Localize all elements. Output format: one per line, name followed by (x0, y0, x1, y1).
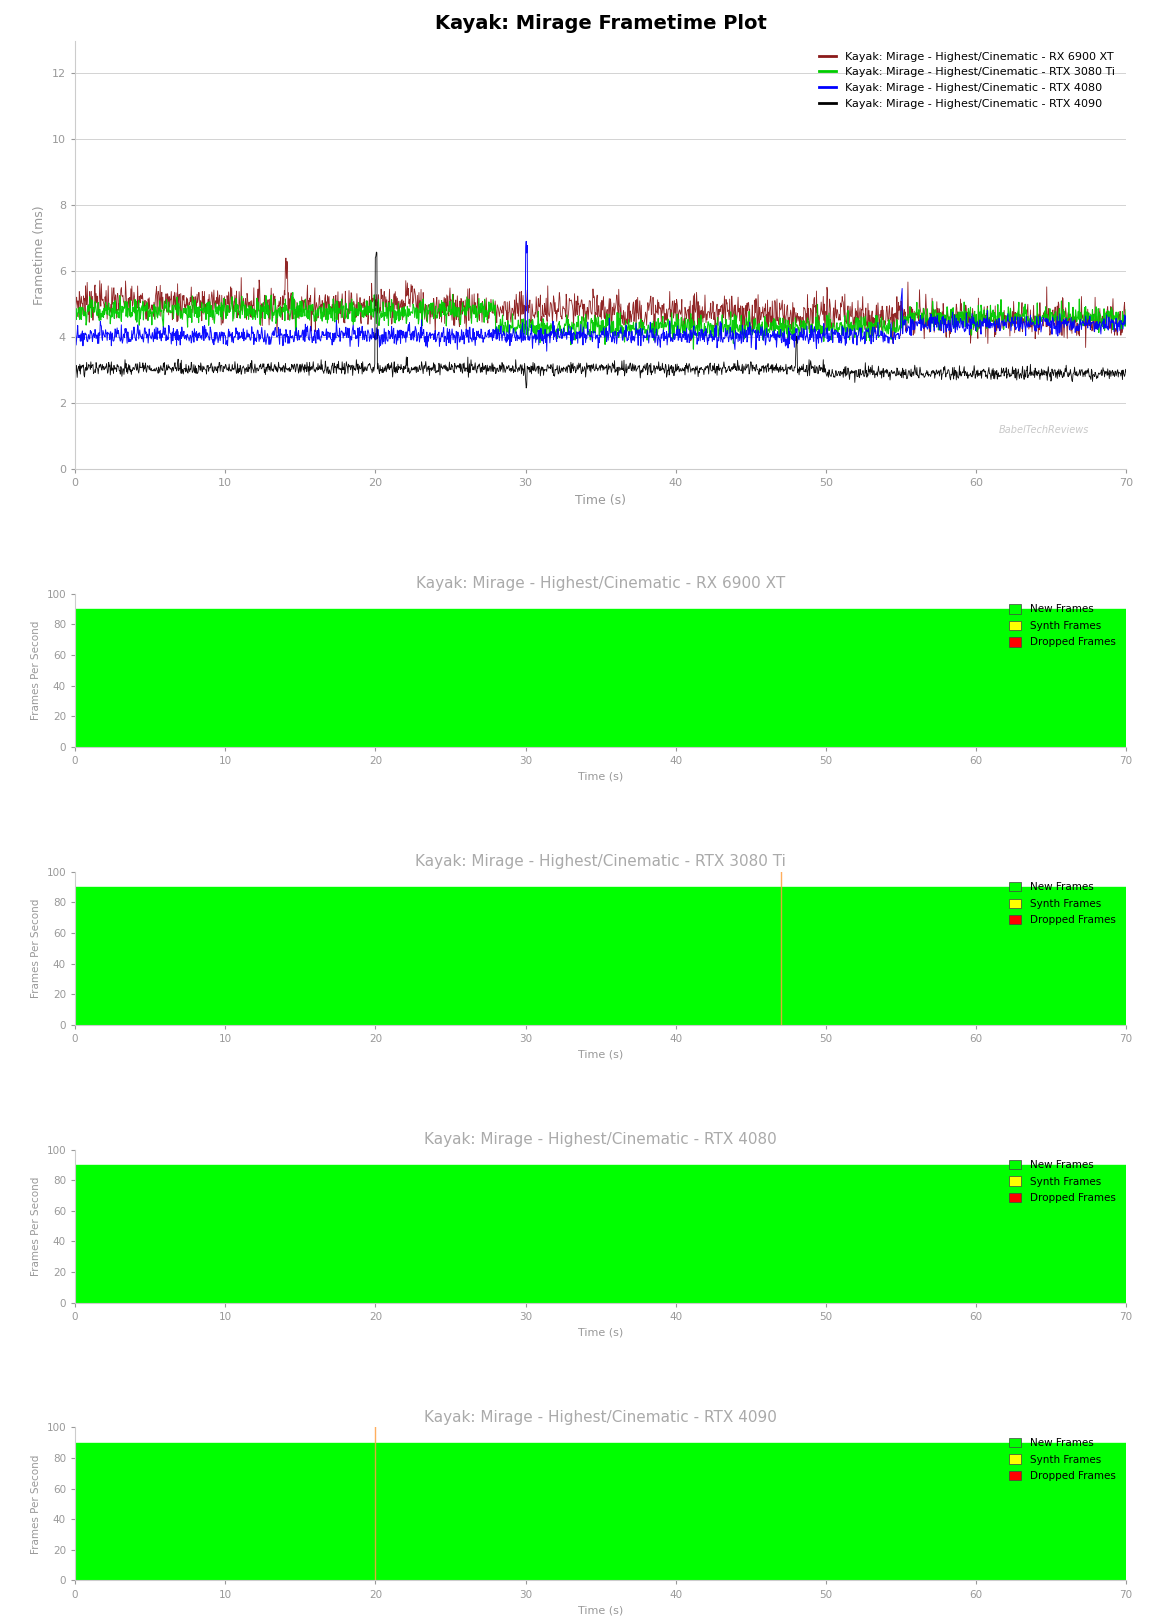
Legend: New Frames, Synth Frames, Dropped Frames: New Frames, Synth Frames, Dropped Frames (1004, 1433, 1120, 1486)
Title: Kayak: Mirage - Highest/Cinematic - RTX 4090: Kayak: Mirage - Highest/Cinematic - RTX … (424, 1410, 777, 1425)
Legend: New Frames, Synth Frames, Dropped Frames: New Frames, Synth Frames, Dropped Frames (1004, 600, 1120, 653)
Title: Kayak: Mirage Frametime Plot: Kayak: Mirage Frametime Plot (434, 15, 767, 34)
Bar (75, 887, 1126, 1024)
X-axis label: Time (s): Time (s) (578, 1605, 624, 1615)
Legend: New Frames, Synth Frames, Dropped Frames: New Frames, Synth Frames, Dropped Frames (1004, 1154, 1120, 1208)
Legend: New Frames, Synth Frames, Dropped Frames: New Frames, Synth Frames, Dropped Frames (1004, 877, 1120, 930)
X-axis label: Time (s): Time (s) (578, 772, 624, 781)
Bar (75, 1443, 1126, 1580)
Bar (75, 1165, 1126, 1303)
Bar (75, 609, 1126, 747)
Y-axis label: Frames Per Second: Frames Per Second (31, 1454, 40, 1553)
Y-axis label: Frames Per Second: Frames Per Second (31, 621, 40, 720)
X-axis label: Time (s): Time (s) (575, 493, 626, 506)
Y-axis label: Frames Per Second: Frames Per Second (31, 1177, 40, 1276)
Text: BabelTechReviews: BabelTechReviews (999, 425, 1089, 434)
Title: Kayak: Mirage - Highest/Cinematic - RTX 4080: Kayak: Mirage - Highest/Cinematic - RTX … (424, 1131, 777, 1148)
Title: Kayak: Mirage - Highest/Cinematic - RTX 3080 Ti: Kayak: Mirage - Highest/Cinematic - RTX … (415, 854, 787, 869)
X-axis label: Time (s): Time (s) (578, 1049, 624, 1059)
Title: Kayak: Mirage - Highest/Cinematic - RX 6900 XT: Kayak: Mirage - Highest/Cinematic - RX 6… (416, 577, 785, 592)
Legend: Kayak: Mirage - Highest/Cinematic - RX 6900 XT, Kayak: Mirage - Highest/Cinemati: Kayak: Mirage - Highest/Cinematic - RX 6… (814, 45, 1120, 115)
X-axis label: Time (s): Time (s) (578, 1328, 624, 1337)
Y-axis label: Frametime (ms): Frametime (ms) (33, 204, 46, 305)
Y-axis label: Frames Per Second: Frames Per Second (31, 898, 40, 999)
